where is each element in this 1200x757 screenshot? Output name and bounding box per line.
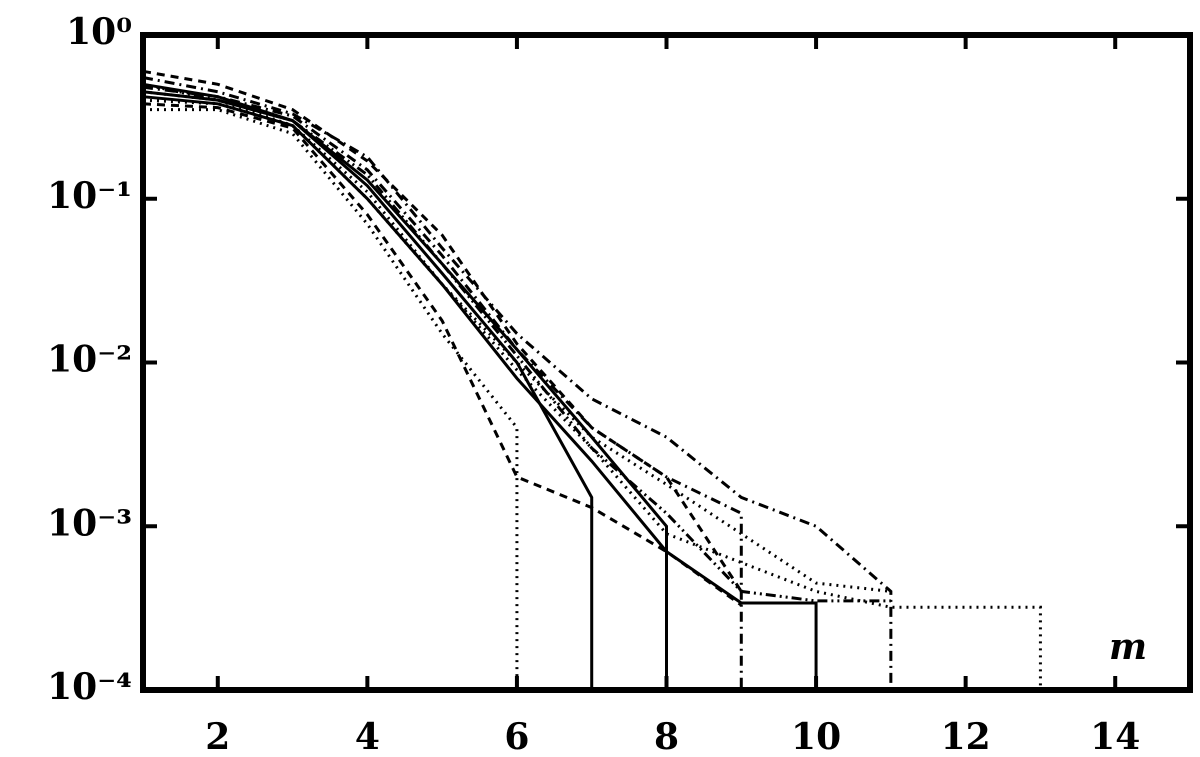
y-tick-label: 10⁻⁴ <box>47 666 132 708</box>
y-tick-label: 10⁻³ <box>47 502 132 544</box>
series-line <box>142 102 743 607</box>
series-line <box>142 69 743 593</box>
annotation: m <box>1109 626 1147 668</box>
y-tick-label: 10⁻² <box>47 339 132 381</box>
x-tick-label: 12 <box>941 716 991 757</box>
x-tick-label: 8 <box>654 716 679 757</box>
series-line <box>142 85 743 690</box>
series-line <box>142 82 891 603</box>
series-line <box>142 82 668 690</box>
x-tick-label: 4 <box>355 716 380 757</box>
x-tick-label: 2 <box>205 716 230 757</box>
x-tick-label: 6 <box>504 716 529 757</box>
x-tick-label: 10 <box>791 716 841 757</box>
y-tick-label: 10⁰ <box>66 11 132 53</box>
series-line <box>142 90 892 593</box>
series-line <box>142 76 893 690</box>
series-line <box>143 108 519 690</box>
series-line <box>142 95 818 690</box>
x-tick-label: 14 <box>1090 716 1140 757</box>
series-line <box>142 90 594 690</box>
y-tick-label: 10⁻¹ <box>47 175 132 217</box>
